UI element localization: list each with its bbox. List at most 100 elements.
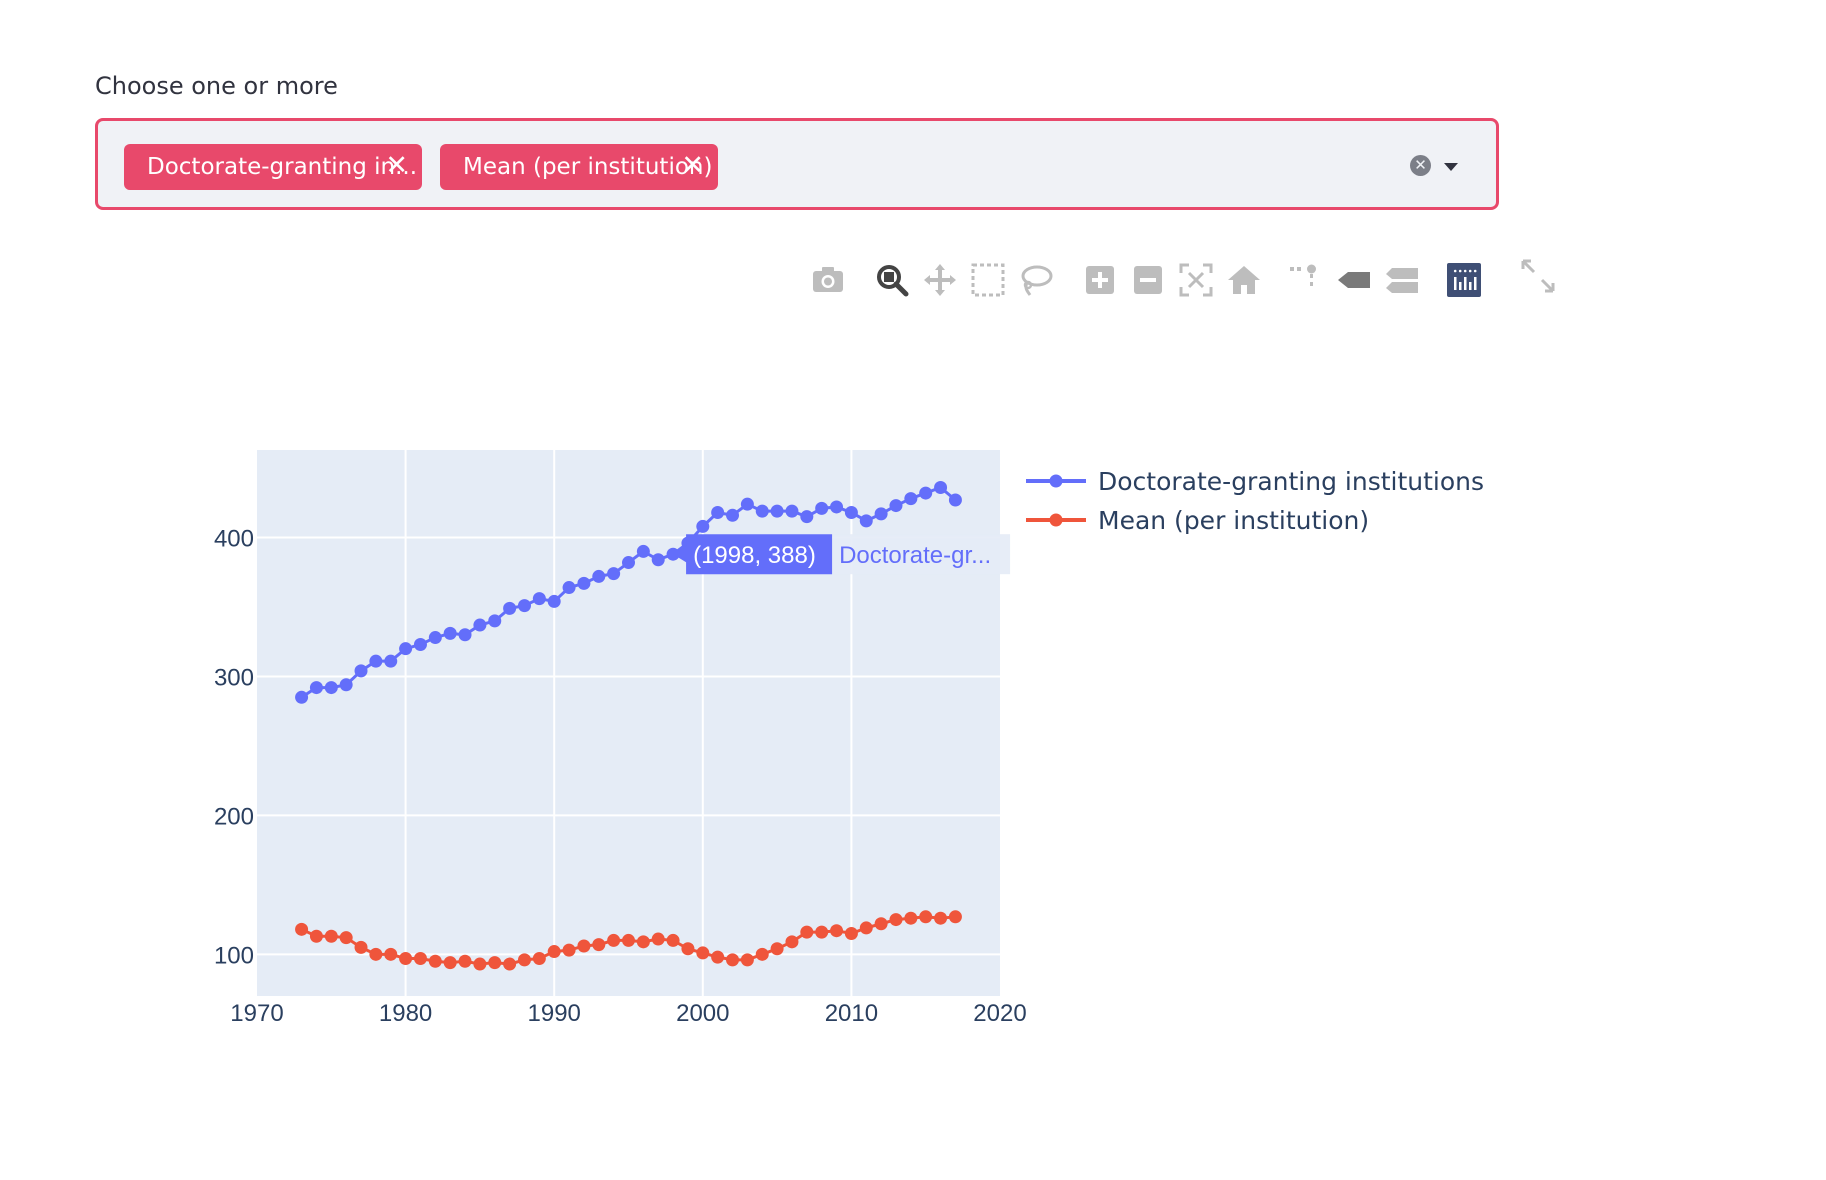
data-point[interactable] [785,935,799,949]
data-point[interactable] [517,599,531,613]
data-point[interactable] [830,924,844,938]
data-point[interactable] [844,926,858,940]
data-point[interactable] [651,932,665,946]
data-point[interactable] [904,492,918,506]
data-point[interactable] [488,614,502,628]
data-point[interactable] [666,933,680,947]
data-point[interactable] [889,913,903,927]
data-point[interactable] [458,628,472,642]
zoom-icon[interactable] [874,262,910,298]
data-point[interactable] [532,951,546,965]
data-point[interactable] [458,954,472,968]
data-point[interactable] [904,911,918,925]
data-point[interactable] [607,567,621,581]
chevron-down-icon[interactable] [1444,163,1458,171]
data-point[interactable] [339,678,353,692]
data-point[interactable] [428,954,442,968]
data-point[interactable] [844,506,858,520]
data-point[interactable] [413,638,427,652]
data-point[interactable] [636,544,650,558]
data-point[interactable] [384,654,398,668]
zoom-out-icon[interactable] [1130,262,1166,298]
multiselect-box[interactable]: Doctorate-granting in... ✕ Mean (per ins… [95,118,1499,210]
data-point[interactable] [399,642,413,656]
data-point[interactable] [428,631,442,645]
zoom-in-icon[interactable] [1082,262,1118,298]
hover-closest-icon[interactable] [1336,262,1372,298]
data-point[interactable] [934,911,948,925]
plotly-logo-icon[interactable] [1446,262,1482,298]
data-point[interactable] [473,957,487,971]
data-point[interactable] [696,946,710,960]
data-point[interactable] [354,664,368,678]
data-point[interactable] [324,929,338,943]
data-point[interactable] [577,939,591,953]
hover-compare-icon[interactable] [1384,262,1420,298]
data-point[interactable] [919,486,933,500]
data-point[interactable] [592,569,606,583]
lasso-select-icon[interactable] [1018,262,1054,298]
chip-doctorate[interactable]: Doctorate-granting in... ✕ [124,144,422,190]
data-point[interactable] [830,500,844,514]
clear-all-icon[interactable]: ✕ [1410,155,1431,176]
data-point[interactable] [592,938,606,952]
data-point[interactable] [948,493,962,507]
chip-mean[interactable]: Mean (per institution) ✕ [440,144,718,190]
data-point[interactable] [711,950,725,964]
data-point[interactable] [800,925,814,939]
data-point[interactable] [517,953,531,967]
data-point[interactable] [859,514,873,528]
box-select-icon[interactable] [970,262,1006,298]
reset-axes-icon[interactable] [1226,262,1262,298]
data-point[interactable] [770,942,784,956]
data-point[interactable] [726,508,740,522]
legend-item[interactable]: Mean (per institution) [1026,506,1369,535]
data-point[interactable] [711,506,725,520]
data-point[interactable] [874,917,888,931]
legend-item[interactable]: Doctorate-granting institutions [1026,467,1484,496]
camera-icon[interactable] [810,262,846,298]
data-point[interactable] [874,507,888,521]
data-point[interactable] [562,943,576,957]
data-point[interactable] [636,935,650,949]
data-point[interactable] [295,690,309,704]
data-point[interactable] [651,553,665,567]
data-point[interactable] [770,504,784,518]
data-point[interactable] [295,922,309,936]
data-point[interactable] [800,510,814,524]
data-point[interactable] [443,956,457,970]
autoscale-icon[interactable] [1178,262,1214,298]
data-point[interactable] [473,618,487,632]
data-point[interactable] [919,910,933,924]
pan-icon[interactable] [922,262,958,298]
data-point[interactable] [443,626,457,640]
data-point[interactable] [547,945,561,959]
data-point[interactable] [785,504,799,518]
chip-remove-icon[interactable]: ✕ [385,150,408,181]
data-point[interactable] [815,501,829,515]
data-point[interactable] [324,681,338,695]
data-point[interactable] [532,592,546,606]
data-point[interactable] [948,910,962,924]
data-point[interactable] [339,931,353,945]
data-point[interactable] [503,957,517,971]
data-point[interactable] [547,594,561,608]
data-point[interactable] [755,947,769,961]
data-point[interactable] [696,519,710,533]
chip-remove-icon[interactable]: ✕ [681,150,704,181]
data-point[interactable] [413,951,427,965]
data-point[interactable] [309,681,323,695]
data-point[interactable] [384,947,398,961]
data-point[interactable] [681,942,695,956]
data-point[interactable] [369,947,383,961]
data-point[interactable] [369,654,383,668]
data-point[interactable] [607,933,621,947]
data-point[interactable] [577,576,591,590]
data-point[interactable] [815,925,829,939]
data-point[interactable] [740,497,754,511]
data-point[interactable] [309,929,323,943]
data-point[interactable] [622,556,635,570]
fullscreen-icon[interactable] [1520,258,1556,294]
data-point[interactable] [488,956,502,970]
data-point[interactable] [562,581,576,595]
